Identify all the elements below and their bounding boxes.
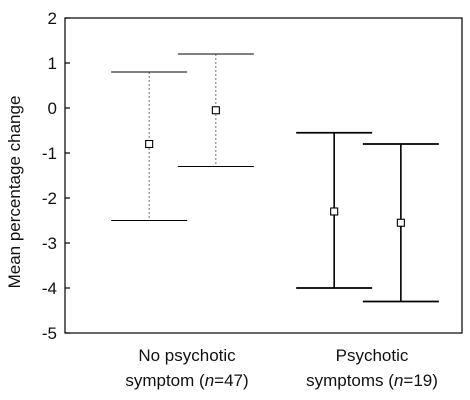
- y-tick-label-4: -2: [42, 189, 57, 208]
- error-bars: [111, 53, 439, 303]
- plot-frame: [64, 17, 463, 334]
- mean-marker-3: [396, 218, 405, 227]
- category-label-1-prefix: symptoms (: [306, 371, 394, 390]
- error-bar-2: [296, 131, 373, 289]
- category-label-0-prefix: symptom (: [125, 371, 205, 390]
- y-tick-label-2: 0: [48, 99, 57, 118]
- y-tick-label-7: -5: [42, 324, 57, 343]
- y-tick-label-5: -3: [42, 234, 57, 253]
- category-label-1-n: n: [394, 371, 403, 390]
- category-label-1-suffix: =19): [403, 371, 438, 390]
- error-bar-0: [111, 71, 188, 222]
- error-bar-1: [177, 53, 254, 168]
- category-label-0-suffix: =47): [214, 371, 249, 390]
- axes: 2 1 0 -1 -2 -3 -4 -5: [42, 9, 463, 343]
- y-tick-label-6: -4: [42, 279, 57, 298]
- category-label-0-line2: symptom (n=47): [125, 371, 248, 390]
- y-tick-label-1: 1: [48, 54, 57, 73]
- category-label-1-line2: symptoms (n=19): [306, 371, 438, 390]
- category-label-0-line1: No psychotic: [138, 346, 236, 365]
- error-bar-3: [362, 143, 439, 303]
- y-tick-label-3: -1: [42, 144, 57, 163]
- mean-marker-2: [330, 207, 339, 216]
- category-label-0-n: n: [205, 371, 214, 390]
- category-label-1-line1: Psychotic: [336, 346, 409, 365]
- mean-marker-1: [211, 106, 220, 115]
- y-tick-label-0: 2: [48, 9, 57, 28]
- y-axis-title: Mean percentage change: [5, 96, 24, 289]
- mean-marker-0: [145, 139, 154, 149]
